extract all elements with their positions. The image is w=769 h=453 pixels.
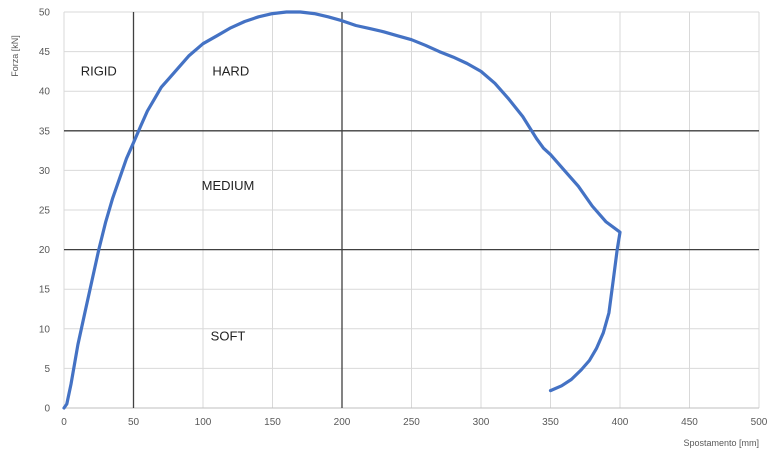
x-tick-label: 250 bbox=[403, 417, 420, 428]
y-tick-label: 25 bbox=[39, 206, 51, 217]
y-tick-label: 30 bbox=[39, 166, 51, 177]
y-tick-label: 5 bbox=[44, 364, 50, 375]
y-tick-label: 10 bbox=[39, 324, 51, 335]
y-tick-label: 35 bbox=[39, 126, 51, 137]
zone-label-soft: SOFT bbox=[211, 329, 246, 344]
x-tick-label: 200 bbox=[334, 417, 351, 428]
zone-label-medium: MEDIUM bbox=[202, 178, 255, 193]
x-tick-label: 100 bbox=[195, 417, 212, 428]
y-tick-label: 0 bbox=[44, 404, 50, 415]
y-tick-label: 50 bbox=[39, 8, 51, 19]
zone-label-rigid: RIGID bbox=[81, 63, 117, 78]
y-tick-label: 15 bbox=[39, 285, 51, 296]
force-displacement-line bbox=[62, 10, 622, 410]
y-axis-title: Forza [kN] bbox=[10, 35, 20, 77]
y-tick-label: 20 bbox=[39, 245, 51, 256]
zone-label-hard: HARD bbox=[212, 63, 249, 78]
x-tick-label: 300 bbox=[473, 417, 490, 428]
x-tick-label: 500 bbox=[751, 417, 768, 428]
x-tick-label: 350 bbox=[542, 417, 559, 428]
threshold-lines bbox=[64, 12, 759, 408]
x-tick-label: 150 bbox=[264, 417, 281, 428]
x-tick-label: 450 bbox=[681, 417, 698, 428]
y-tick-label: 45 bbox=[39, 47, 51, 58]
grid-layer bbox=[63, 11, 760, 409]
x-tick-label: 50 bbox=[128, 417, 140, 428]
x-axis-title: Spostamento [mm] bbox=[683, 438, 759, 448]
x-tick-label: 400 bbox=[612, 417, 629, 428]
series-layer bbox=[62, 10, 622, 410]
y-tick-label: 40 bbox=[39, 87, 51, 98]
zone-annotations: RIGID HARD MEDIUM SOFT bbox=[81, 63, 255, 343]
x-tick-label: 0 bbox=[61, 417, 67, 428]
